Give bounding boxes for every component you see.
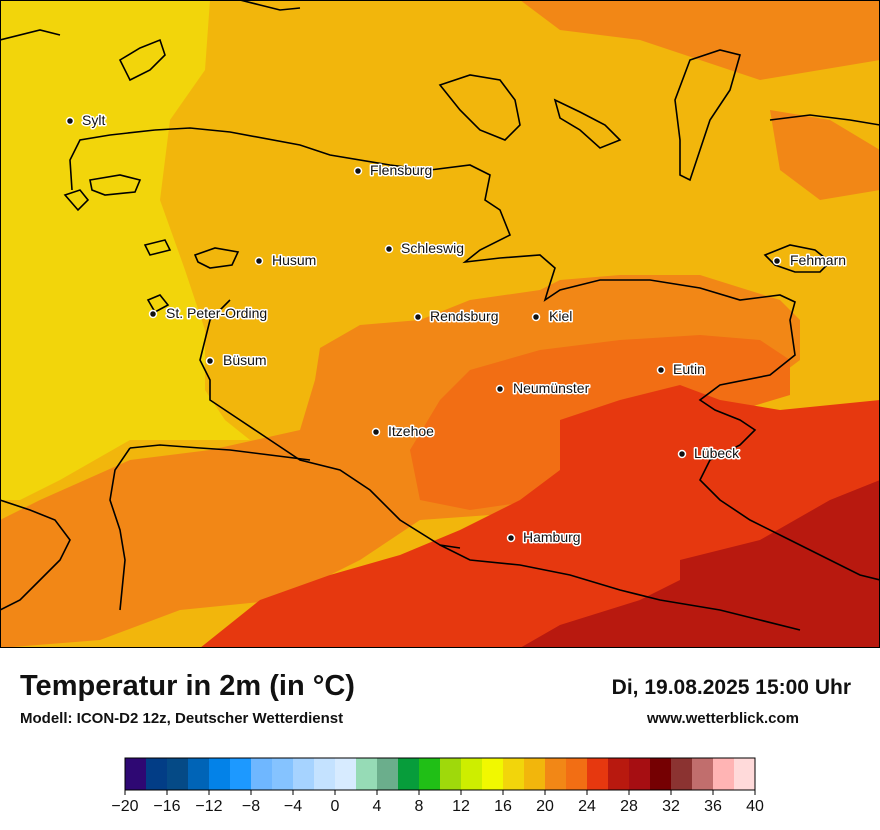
svg-text:Schleswig: Schleswig	[401, 240, 464, 256]
city-husum: Husum	[254, 251, 318, 270]
legend-frame	[124, 757, 756, 791]
city-kiel: Kiel	[531, 307, 574, 326]
svg-text:Flensburg: Flensburg	[370, 162, 432, 178]
legend-bin	[482, 758, 504, 790]
legend-bin	[692, 758, 714, 790]
color-legend: −20 −16 −12 −8 −4 0 4 8 12 16 20 24 28 32 36 40	[111, 757, 764, 815]
legend-tick-label: −8	[242, 798, 260, 815]
city-sylt: Sylt	[65, 111, 107, 130]
color-legend-bins	[124, 757, 756, 791]
legend-bin	[293, 758, 315, 790]
temperature-map: Sylt Flensburg Schleswig Husum Fehmarn S…	[0, 0, 880, 648]
city-hamburg: Hamburg	[506, 528, 582, 547]
legend-tick-label: −4	[284, 798, 302, 815]
temperature-field-north-warm	[520, 0, 880, 80]
legend-tick-label: 4	[373, 798, 382, 815]
footer: Temperatur in 2m (in °C) Modell: ICON-D2…	[0, 648, 880, 830]
temperature-field-fehmarn-warm	[770, 110, 880, 200]
legend-bin	[524, 758, 546, 790]
forecast-datetime: Di, 19.08.2025 15:00 Uhr	[611, 676, 851, 699]
legend-bin	[650, 758, 672, 790]
city-itzehoe: Itzehoe	[371, 422, 436, 441]
legend-bin	[125, 758, 147, 790]
legend-bin	[272, 758, 294, 790]
legend-tick-label: 16	[494, 798, 512, 815]
svg-text:Kiel: Kiel	[549, 308, 572, 324]
legend-bin	[314, 758, 336, 790]
chart-title: Temperatur in 2m (in °C)	[20, 670, 355, 702]
color-legend-ticks: −20 −16 −12 −8 −4 0 4 8 12 16 20 24 28 32 36 40	[111, 790, 764, 815]
coastlines	[0, 0, 880, 648]
legend-bin	[629, 758, 651, 790]
svg-text:St. Peter-Ording: St. Peter-Ording	[166, 305, 267, 321]
legend-bin	[335, 758, 357, 790]
legend-bin	[419, 758, 441, 790]
legend-tick-label: −12	[195, 798, 222, 815]
svg-text:Büsum: Büsum	[223, 352, 267, 368]
legend-bin	[566, 758, 588, 790]
svg-text:Fehmarn: Fehmarn	[790, 252, 846, 268]
legend-tick-label: 0	[331, 798, 340, 815]
legend-tick-label: 36	[704, 798, 722, 815]
legend-bin	[377, 758, 399, 790]
legend-bin	[356, 758, 378, 790]
city-luebeck: Lübeck	[677, 444, 742, 463]
legend-tick-label: 24	[578, 798, 596, 815]
legend-bin	[146, 758, 168, 790]
legend-bin	[461, 758, 483, 790]
svg-text:Lübeck: Lübeck	[694, 445, 740, 461]
legend-bin	[230, 758, 252, 790]
website-link[interactable]: www.wetterblick.com	[647, 710, 799, 727]
svg-text:Eutin: Eutin	[673, 361, 705, 377]
city-flensburg: Flensburg	[353, 161, 434, 180]
legend-bin	[545, 758, 567, 790]
legend-tick-label: 40	[746, 798, 764, 815]
legend-bin	[734, 758, 756, 790]
legend-tick-label: 20	[536, 798, 554, 815]
legend-tick-label: −20	[111, 798, 138, 815]
svg-text:Neumünster: Neumünster	[513, 380, 590, 396]
legend-bin	[608, 758, 630, 790]
city-buesum: Büsum	[205, 351, 268, 370]
city-eutin: Eutin	[656, 360, 706, 379]
city-schleswig: Schleswig	[384, 239, 466, 258]
svg-text:Hamburg: Hamburg	[523, 529, 581, 545]
legend-tick-label: 28	[620, 798, 638, 815]
city-fehmarn: Fehmarn	[772, 251, 848, 270]
svg-text:Husum: Husum	[272, 252, 316, 268]
temperature-field-28-30	[520, 480, 880, 648]
legend-bin	[671, 758, 693, 790]
legend-bin	[188, 758, 210, 790]
city-neumuenster: Neumünster	[495, 379, 591, 398]
city-st-peter-ording: St. Peter-Ording	[148, 304, 269, 323]
legend-bin	[587, 758, 609, 790]
legend-bin	[713, 758, 735, 790]
legend-tick-label: 32	[662, 798, 680, 815]
legend-bin	[167, 758, 189, 790]
legend-bin	[398, 758, 420, 790]
legend-tick-label: −16	[153, 798, 180, 815]
city-rendsburg: Rendsburg	[413, 307, 500, 326]
legend-bin	[503, 758, 525, 790]
temperature-field-18-20	[0, 0, 250, 500]
city-markers: Sylt Flensburg Schleswig Husum Fehmarn S…	[65, 111, 848, 547]
legend-tick-label: 12	[452, 798, 470, 815]
svg-text:Sylt: Sylt	[82, 112, 105, 128]
model-info: Modell: ICON-D2 12z, Deutscher Wetterdie…	[20, 710, 344, 727]
legend-bin	[440, 758, 462, 790]
legend-bin	[251, 758, 273, 790]
svg-text:Rendsburg: Rendsburg	[430, 308, 499, 324]
legend-bin	[209, 758, 231, 790]
legend-tick-label: 8	[415, 798, 424, 815]
svg-text:Itzehoe: Itzehoe	[388, 423, 434, 439]
